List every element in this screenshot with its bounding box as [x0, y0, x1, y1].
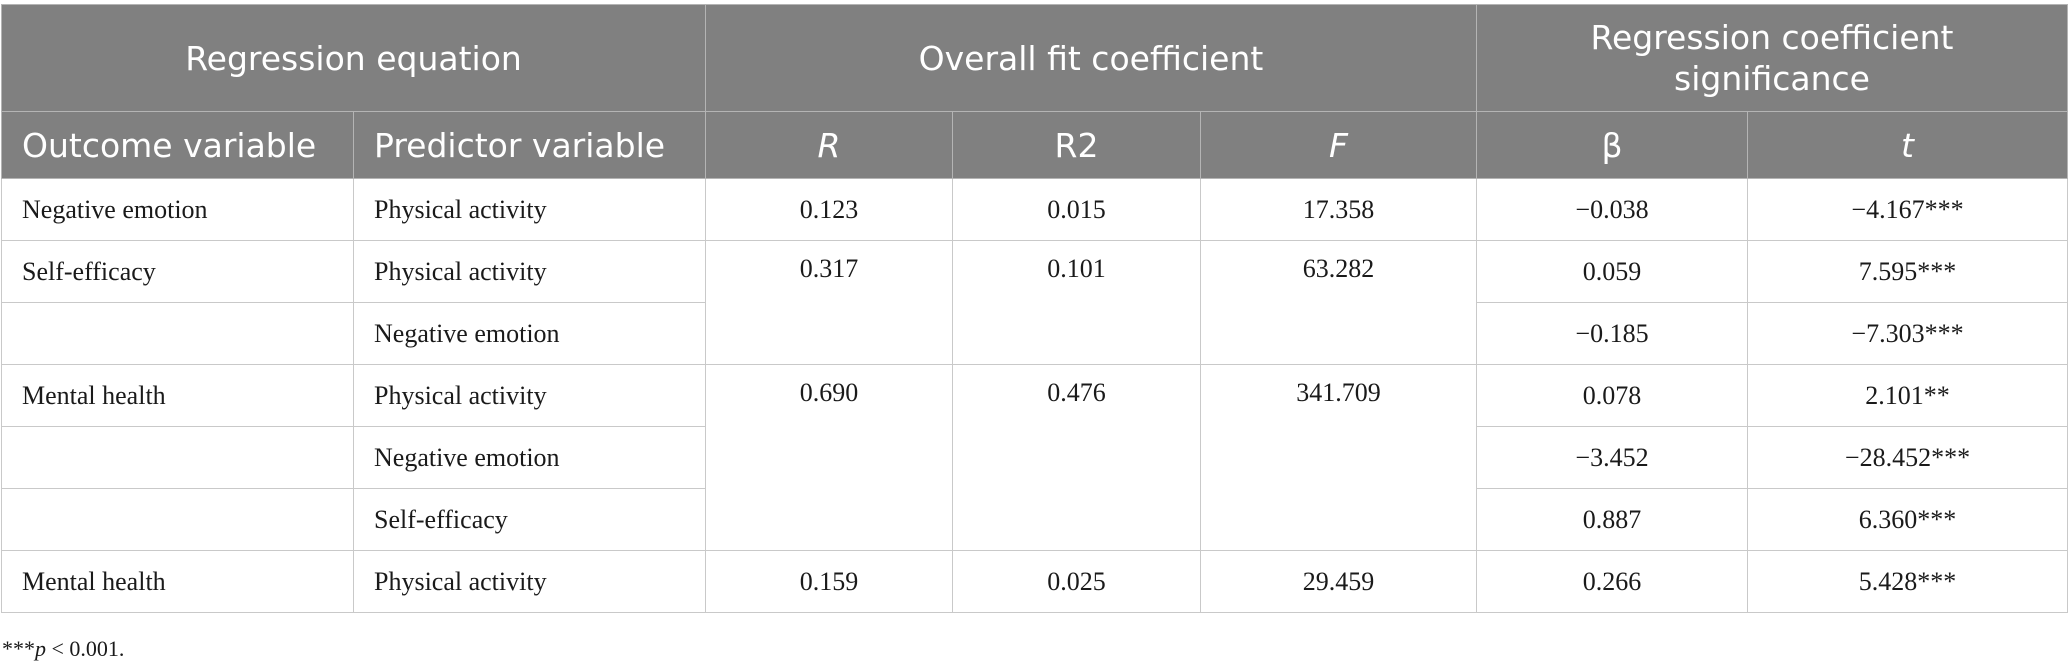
f-cell: 341.709 [1200, 364, 1477, 551]
footnote-text: < 0.001. [46, 636, 125, 661]
regression-table: Regression equation Overall fit coeffici… [1, 4, 2068, 613]
header-t: t [1747, 111, 2068, 179]
table-row: Self-efficacy Physical activity 0.317 0.… [1, 240, 2068, 365]
f-cell: 17.358 [1200, 178, 1477, 241]
outcome-cell: Negative emotion [1, 178, 354, 241]
predictor-cell: Physical activity [353, 550, 706, 613]
t-cell: −7.303*** [1747, 302, 2068, 365]
table-row: Mental health Physical activity 0.159 0.… [1, 550, 2068, 613]
predictor-cell: Negative emotion [353, 302, 706, 365]
outcome-cell [1, 488, 354, 551]
header-coefficient-significance: Regression coefficient significance [1476, 4, 2068, 112]
predictor-cell: Negative emotion [353, 426, 706, 489]
t-cell: −28.452*** [1747, 426, 2068, 489]
outcome-cell [1, 426, 354, 489]
r-cell: 0.317 [705, 240, 953, 365]
header-predictor-variable: Predictor variable [353, 111, 706, 179]
predictor-cell: Physical activity [353, 364, 706, 427]
r2-cell: 0.015 [952, 178, 1201, 241]
header-r2: R2 [952, 111, 1201, 179]
f-cell: 63.282 [1200, 240, 1477, 365]
beta-cell: 0.059 [1476, 240, 1748, 303]
table-row: Mental health Physical activity 0.690 0.… [1, 364, 2068, 551]
beta-cell: −0.038 [1476, 178, 1748, 241]
header-beta: β [1476, 111, 1748, 179]
footnote-p: p [35, 636, 46, 661]
predictor-cell: Physical activity [353, 178, 706, 241]
predictor-cell: Physical activity [353, 240, 706, 303]
r-cell: 0.690 [705, 364, 953, 551]
header-regression-equation: Regression equation [1, 4, 706, 112]
footnote-stars: *** [2, 636, 35, 661]
header-outcome-variable: Outcome variable [1, 111, 354, 179]
outcome-cell: Mental health [1, 550, 354, 613]
t-cell: 7.595*** [1747, 240, 2068, 303]
r-cell: 0.123 [705, 178, 953, 241]
t-cell: −4.167*** [1747, 178, 2068, 241]
predictor-cell: Self-efficacy [353, 488, 706, 551]
outcome-cell: Self-efficacy [1, 240, 354, 303]
t-cell: 2.101** [1747, 364, 2068, 427]
header-group-row: Regression equation Overall fit coeffici… [1, 4, 2068, 112]
t-cell: 5.428*** [1747, 550, 2068, 613]
beta-cell: −3.452 [1476, 426, 1748, 489]
beta-cell: 0.078 [1476, 364, 1748, 427]
outcome-cell [1, 302, 354, 365]
table-row: Self-efficacy 0.887 6.360*** [1, 488, 2068, 551]
header-r: R [705, 111, 953, 179]
table-footnote: ***p < 0.001. [2, 636, 124, 662]
beta-cell: 0.266 [1476, 550, 1748, 613]
outcome-cell: Mental health [1, 364, 354, 427]
r2-cell: 0.101 [952, 240, 1201, 365]
f-cell: 29.459 [1200, 550, 1477, 613]
beta-cell: −0.185 [1476, 302, 1748, 365]
t-cell: 6.360*** [1747, 488, 2068, 551]
header-column-row: Outcome variable Predictor variable R R2… [1, 111, 2068, 179]
table-row: Negative emotion Physical activity 0.123… [1, 178, 2068, 241]
header-overall-fit: Overall fit coefficient [705, 4, 1477, 112]
header-f: F [1200, 111, 1477, 179]
beta-cell: 0.887 [1476, 488, 1748, 551]
r2-cell: 0.025 [952, 550, 1201, 613]
r-cell: 0.159 [705, 550, 953, 613]
r2-cell: 0.476 [952, 364, 1201, 551]
